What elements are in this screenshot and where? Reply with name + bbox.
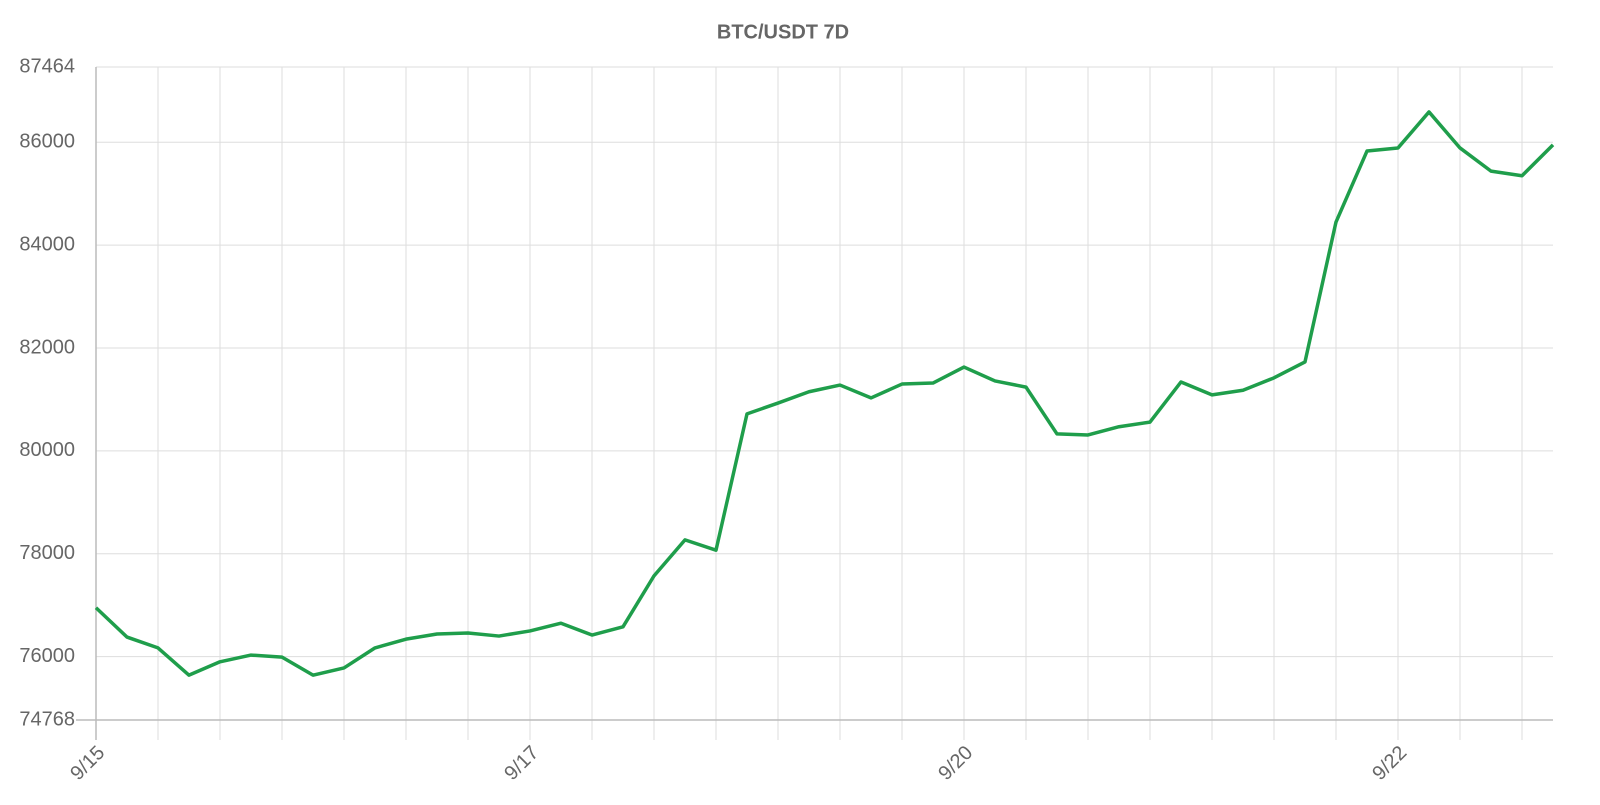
y-tick-label: 76000 (19, 645, 75, 667)
y-tick-label: 78000 (19, 542, 75, 564)
y-tick-label: 74768 (19, 708, 75, 730)
y-tick-label: 86000 (19, 131, 75, 153)
y-tick-label: 80000 (19, 439, 75, 461)
x-tick-label: 9/20 (934, 742, 977, 785)
price-line (94, 110, 1555, 677)
x-tick-label: 9/22 (1368, 742, 1411, 785)
y-tick-label: 84000 (19, 233, 75, 255)
x-tick-label: 9/15 (66, 742, 109, 785)
y-tick-label: 87464 (19, 55, 75, 77)
x-tick-label: 9/17 (500, 742, 543, 785)
y-tick-label: 82000 (19, 336, 75, 358)
chart-title: BTC/USDT 7D (717, 21, 849, 43)
